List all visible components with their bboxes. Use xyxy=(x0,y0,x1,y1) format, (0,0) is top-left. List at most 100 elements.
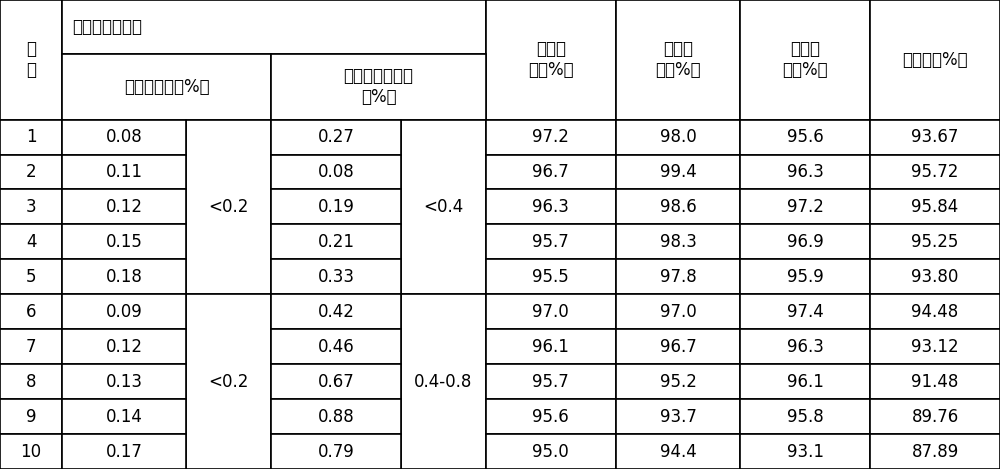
Bar xyxy=(62,54,271,120)
Text: 3: 3 xyxy=(26,198,36,216)
Bar xyxy=(271,225,401,259)
Bar xyxy=(62,259,186,295)
Text: 0.79: 0.79 xyxy=(318,443,355,461)
Bar xyxy=(271,295,401,329)
Text: 残留亚硫酸氢钙
（%）: 残留亚硫酸氢钙 （%） xyxy=(344,68,414,106)
Text: 0.09: 0.09 xyxy=(106,303,143,321)
Text: 97.2: 97.2 xyxy=(532,128,569,146)
Text: 98.3: 98.3 xyxy=(660,233,696,251)
Text: 95.84: 95.84 xyxy=(911,198,959,216)
Text: 93.12: 93.12 xyxy=(911,338,959,356)
Bar xyxy=(486,189,616,225)
Text: 96.1: 96.1 xyxy=(787,373,824,391)
Bar xyxy=(616,295,740,329)
Text: 95.5: 95.5 xyxy=(532,268,569,286)
Text: 95.72: 95.72 xyxy=(911,163,959,181)
Bar xyxy=(0,155,62,189)
Text: 0.27: 0.27 xyxy=(318,128,355,146)
Bar xyxy=(486,225,616,259)
Bar xyxy=(870,295,1000,329)
Text: 95.2: 95.2 xyxy=(660,373,696,391)
Text: 0.33: 0.33 xyxy=(318,268,355,286)
Text: 0.88: 0.88 xyxy=(318,408,355,425)
Text: 91.48: 91.48 xyxy=(911,373,959,391)
Text: 7: 7 xyxy=(26,338,36,356)
Bar xyxy=(0,364,62,399)
Bar xyxy=(62,364,186,399)
Text: 98.6: 98.6 xyxy=(660,198,696,216)
Bar xyxy=(870,0,1000,120)
Text: 97.0: 97.0 xyxy=(660,303,696,321)
Text: 1: 1 xyxy=(26,128,36,146)
Bar xyxy=(870,225,1000,259)
Text: 96.3: 96.3 xyxy=(787,163,824,181)
Text: 94.48: 94.48 xyxy=(911,303,959,321)
Bar xyxy=(0,434,62,469)
Text: 残留硫酸钠（%）: 残留硫酸钠（%） xyxy=(124,78,209,96)
Bar xyxy=(740,155,870,189)
Text: 95.0: 95.0 xyxy=(532,443,569,461)
Bar xyxy=(0,399,62,434)
Bar xyxy=(0,225,62,259)
Bar xyxy=(271,259,401,295)
Bar xyxy=(271,155,401,189)
Text: 纯化收
率（%）: 纯化收 率（%） xyxy=(782,40,828,79)
Text: 0.17: 0.17 xyxy=(106,443,143,461)
Text: 0.18: 0.18 xyxy=(106,268,143,286)
Text: 96.3: 96.3 xyxy=(532,198,569,216)
Bar xyxy=(62,120,186,155)
Bar xyxy=(486,259,616,295)
Text: 4: 4 xyxy=(26,233,36,251)
Text: <0.2: <0.2 xyxy=(209,373,249,391)
Text: 97.2: 97.2 xyxy=(787,198,824,216)
Text: 0.46: 0.46 xyxy=(318,338,355,356)
Bar xyxy=(616,259,740,295)
Text: 0.13: 0.13 xyxy=(106,373,143,391)
Text: 95.7: 95.7 xyxy=(532,373,569,391)
Text: 0.67: 0.67 xyxy=(318,373,355,391)
Bar xyxy=(271,399,401,434)
Bar xyxy=(186,120,271,295)
Bar xyxy=(0,329,62,364)
Bar xyxy=(870,329,1000,364)
Bar xyxy=(616,0,740,120)
Bar xyxy=(271,329,401,364)
Bar xyxy=(616,434,740,469)
Text: 93.67: 93.67 xyxy=(911,128,959,146)
Text: 95.25: 95.25 xyxy=(911,233,959,251)
Bar xyxy=(616,120,740,155)
Text: 批
次: 批 次 xyxy=(26,40,36,79)
Text: 10: 10 xyxy=(21,443,42,461)
Bar xyxy=(486,399,616,434)
Text: 6: 6 xyxy=(26,303,36,321)
Text: 5: 5 xyxy=(26,268,36,286)
Bar xyxy=(401,295,486,469)
Text: 96.1: 96.1 xyxy=(532,338,569,356)
Bar xyxy=(271,120,401,155)
Bar xyxy=(271,434,401,469)
Bar xyxy=(740,225,870,259)
Text: 2: 2 xyxy=(26,163,36,181)
Bar xyxy=(62,225,186,259)
Text: 95.9: 95.9 xyxy=(787,268,823,286)
Text: 0.12: 0.12 xyxy=(106,198,143,216)
Text: 93.80: 93.80 xyxy=(911,268,959,286)
Text: 97.0: 97.0 xyxy=(532,303,569,321)
Bar xyxy=(616,155,740,189)
Text: 0.19: 0.19 xyxy=(318,198,355,216)
Bar xyxy=(870,434,1000,469)
Text: 95.7: 95.7 xyxy=(532,233,569,251)
Text: 89.76: 89.76 xyxy=(911,408,959,425)
Text: 0.08: 0.08 xyxy=(318,163,355,181)
Text: 9: 9 xyxy=(26,408,36,425)
Bar xyxy=(870,259,1000,295)
Bar xyxy=(740,259,870,295)
Bar xyxy=(870,155,1000,189)
Text: 96.3: 96.3 xyxy=(787,338,824,356)
Text: 8: 8 xyxy=(26,373,36,391)
Bar xyxy=(616,329,740,364)
Text: 总收率（%）: 总收率（%） xyxy=(902,51,968,69)
Bar xyxy=(740,434,870,469)
Bar xyxy=(616,399,740,434)
Bar xyxy=(486,434,616,469)
